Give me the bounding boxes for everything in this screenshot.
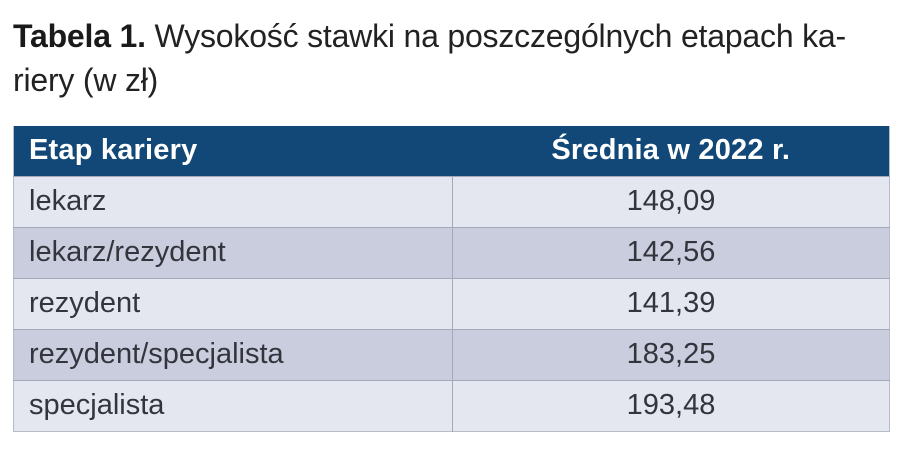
table-row: rezydent/specjalista 183,25: [13, 328, 890, 380]
table-title-line1: Wysokość stawki na poszczególnych etapac…: [145, 18, 846, 54]
cell-etap: rezydent: [13, 277, 453, 329]
cell-average: 142,56: [452, 226, 890, 278]
header-cell-etap-kariery: Etap kariery: [13, 126, 453, 176]
table-header-row: Etap kariery Średnia w 2022 r.: [13, 126, 890, 176]
cell-average: 141,39: [452, 277, 890, 329]
table-row: lekarz 148,09: [13, 175, 890, 227]
cell-etap: specjalista: [13, 379, 453, 431]
cell-average: 183,25: [452, 328, 890, 380]
cell-average: 148,09: [452, 175, 890, 227]
table-row: rezydent 141,39: [13, 277, 890, 329]
cell-etap: rezydent/specjalista: [13, 328, 453, 380]
table-title-label: Tabela 1.: [13, 18, 146, 54]
cell-etap: lekarz: [13, 175, 453, 227]
cell-average: 193,48: [452, 379, 890, 431]
table-title-line2: riery (w zł): [13, 62, 159, 98]
cell-etap: lekarz/rezydent: [13, 226, 453, 278]
table-title: Tabela 1. Wysokość stawki na poszczególn…: [13, 14, 885, 102]
header-cell-srednia-2022: Średnia w 2022 r.: [452, 126, 890, 176]
table-row: lekarz/rezydent 142,56: [13, 226, 890, 278]
table-row: specjalista 193,48: [13, 379, 890, 431]
career-rates-table: Etap kariery Średnia w 2022 r. lekarz 14…: [13, 126, 890, 432]
